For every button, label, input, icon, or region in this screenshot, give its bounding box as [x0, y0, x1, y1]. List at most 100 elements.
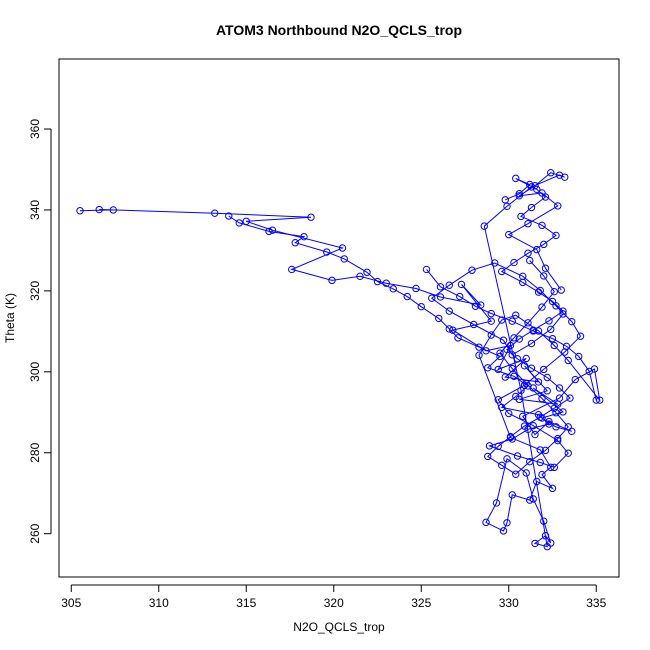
data-point — [498, 461, 506, 470]
data-point — [541, 446, 550, 455]
data-point — [482, 518, 490, 527]
data-point — [436, 283, 445, 291]
data-point — [541, 264, 550, 272]
x-tick-label: 330 — [499, 596, 519, 610]
data-point — [554, 434, 562, 443]
data-point — [531, 430, 539, 439]
data-point — [519, 278, 527, 287]
data-point — [494, 396, 502, 404]
data-point — [485, 442, 494, 450]
data-point — [512, 470, 520, 478]
data-point — [468, 266, 476, 274]
data-point — [515, 190, 523, 198]
data-point — [76, 207, 84, 215]
data-point — [512, 311, 520, 319]
data-point — [484, 452, 492, 461]
data-point — [522, 379, 530, 388]
data-point — [475, 351, 483, 359]
data-point — [548, 334, 557, 343]
data-point — [505, 409, 513, 418]
data-point — [564, 449, 572, 457]
data-point — [524, 220, 532, 228]
chart-title: ATOM3 Northbound N2O_QCLS_trop — [216, 22, 462, 38]
data-point — [519, 412, 527, 421]
data-point — [389, 285, 397, 293]
data-point — [456, 292, 464, 301]
data-point — [522, 469, 530, 477]
data-point — [552, 231, 560, 240]
data-point — [571, 375, 579, 384]
data-point — [300, 232, 308, 241]
data-point — [513, 355, 522, 363]
y-tick-label: 300 — [28, 361, 42, 381]
data-point — [328, 276, 336, 285]
data-point — [564, 356, 572, 365]
data-point — [540, 365, 548, 374]
data-point — [527, 339, 536, 348]
data-point — [498, 316, 506, 324]
series-line — [79, 172, 601, 548]
data-point — [592, 396, 600, 404]
data-point — [552, 302, 560, 310]
data-point — [564, 423, 572, 431]
data-point — [445, 325, 453, 333]
data-point — [501, 196, 509, 204]
data-point — [534, 378, 543, 386]
data-point — [499, 527, 508, 535]
data-point — [575, 352, 583, 361]
data-point — [338, 244, 347, 252]
data-point — [526, 256, 534, 265]
data-point — [475, 343, 483, 351]
data-point — [526, 180, 534, 189]
data-point — [527, 203, 536, 212]
x-tick-label: 325 — [411, 596, 431, 610]
data-point — [491, 259, 499, 267]
data-point — [561, 173, 569, 181]
data-point — [412, 284, 420, 293]
data-point — [526, 457, 534, 466]
plot-series — [76, 169, 604, 551]
data-point — [496, 349, 504, 357]
data-point — [503, 455, 511, 463]
data-point — [534, 288, 543, 296]
data-point — [547, 325, 555, 334]
data-point — [524, 249, 532, 257]
y-tick-label: 260 — [28, 523, 42, 543]
data-point — [536, 413, 544, 421]
data-point — [512, 174, 520, 183]
data-point — [529, 495, 537, 503]
data-point — [503, 202, 511, 211]
data-point — [503, 519, 511, 527]
data-point — [562, 342, 571, 351]
data-point — [552, 408, 560, 417]
data-point — [576, 332, 585, 340]
data-point — [527, 364, 536, 372]
data-point — [382, 279, 390, 287]
data-point — [545, 317, 553, 325]
data-point — [471, 302, 480, 310]
data-point — [541, 532, 550, 540]
data-point — [533, 185, 541, 194]
data-point — [548, 484, 557, 493]
data-point — [435, 314, 443, 323]
data-point — [373, 277, 382, 286]
x-axis-label: N2O_QCLS_trop — [293, 620, 385, 634]
data-point — [515, 335, 523, 343]
data-point — [529, 421, 537, 430]
data-point — [547, 169, 555, 177]
data-point — [550, 341, 558, 350]
data-point — [356, 272, 364, 281]
data-point — [568, 427, 576, 436]
data-point — [538, 303, 546, 311]
data-point — [363, 268, 371, 276]
data-point — [508, 364, 516, 373]
data-point — [403, 292, 411, 301]
data-point — [417, 302, 425, 311]
data-point — [508, 317, 516, 325]
data-point — [445, 281, 453, 289]
y-tick-label: 340 — [28, 200, 42, 220]
x-tick-label: 320 — [324, 596, 344, 610]
data-point — [109, 206, 117, 214]
data-point — [457, 280, 466, 289]
